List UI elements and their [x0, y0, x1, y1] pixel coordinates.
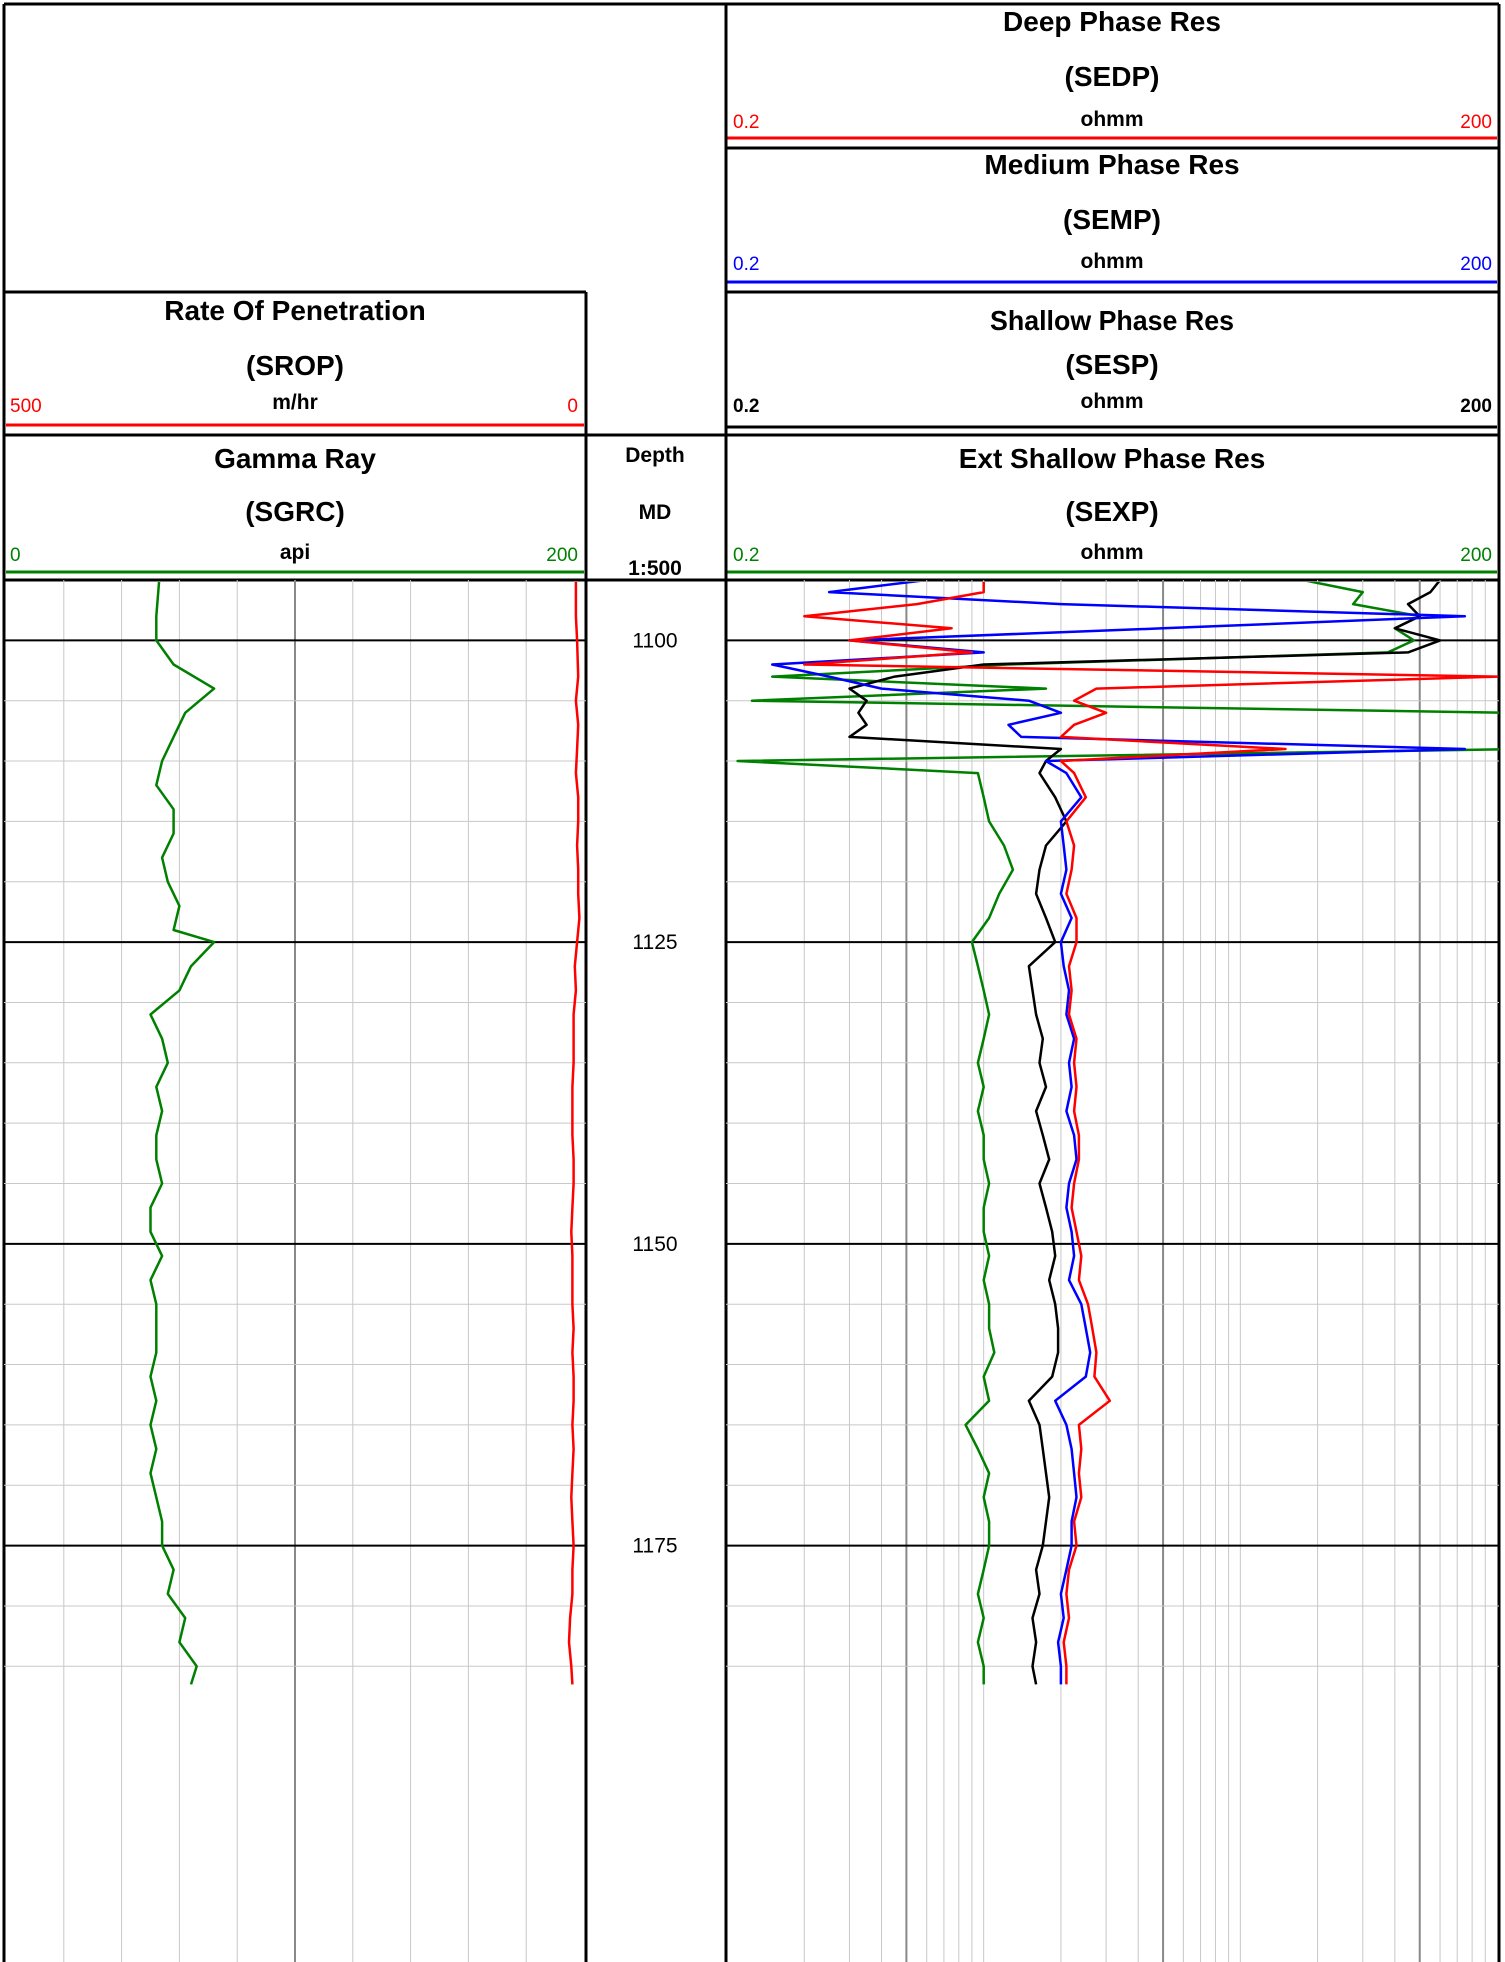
rop-title: Rate Of Penetration — [164, 295, 425, 326]
depth-tick-label: 1175 — [632, 1535, 677, 1558]
depth-scale: 1:500 — [628, 557, 682, 580]
medium-res-mnemonic: (SEMP) — [1063, 204, 1161, 235]
extshallow-res-unit: ohmm — [1081, 541, 1144, 564]
gamma-title: Gamma Ray — [214, 443, 376, 474]
deep-res-unit: ohmm — [1081, 108, 1144, 131]
depth-labels: 1100 1125 1150 1175 — [632, 629, 677, 1557]
curves-left-track — [149, 582, 581, 1685]
depth-tick-label: 1150 — [632, 1233, 677, 1256]
curve-semp — [770, 582, 1467, 1685]
curve-sexp — [736, 582, 1499, 1685]
curve-sesp — [848, 582, 1442, 1685]
shallow-res-min: 0.2 — [733, 396, 759, 417]
shallow-res-title: Shallow Phase Res — [990, 305, 1234, 336]
curve-sgrc — [149, 582, 216, 1685]
curve-srop — [567, 582, 581, 1685]
extshallow-res-max: 200 — [1460, 545, 1492, 566]
shallow-res-max: 200 — [1460, 396, 1492, 417]
curve-sedp — [803, 582, 1499, 1685]
gamma-max: 200 — [546, 545, 578, 566]
depth-mnemonic: MD — [639, 501, 672, 524]
medium-res-unit: ohmm — [1081, 250, 1144, 273]
grid — [4, 580, 1499, 1962]
shallow-res-unit: ohmm — [1081, 390, 1144, 413]
medium-res-max: 200 — [1460, 254, 1492, 275]
deep-res-min: 0.2 — [733, 112, 759, 133]
extshallow-res-mnemonic: (SEXP) — [1065, 496, 1158, 527]
deep-res-title: Deep Phase Res — [1003, 6, 1221, 37]
deep-res-mnemonic: (SEDP) — [1065, 61, 1160, 92]
rop-unit: m/hr — [272, 391, 318, 414]
rop-min: 500 — [10, 396, 42, 417]
depth-tick-label: 1100 — [632, 629, 677, 652]
medium-res-title: Medium Phase Res — [984, 149, 1239, 180]
deep-res-max: 200 — [1460, 112, 1492, 133]
gamma-mnemonic: (SGRC) — [245, 496, 345, 527]
extshallow-res-min: 0.2 — [733, 545, 759, 566]
shallow-res-mnemonic: (SESP) — [1065, 349, 1158, 380]
curves-resistivity-track — [736, 582, 1499, 1685]
depth-title: Depth — [625, 444, 685, 467]
gamma-unit: api — [280, 541, 310, 564]
rop-max: 0 — [567, 396, 578, 417]
gamma-min: 0 — [10, 545, 21, 566]
medium-res-min: 0.2 — [733, 254, 759, 275]
rop-mnemonic: (SROP) — [246, 350, 344, 381]
depth-tick-label: 1125 — [632, 931, 677, 954]
extshallow-res-title: Ext Shallow Phase Res — [959, 443, 1266, 474]
